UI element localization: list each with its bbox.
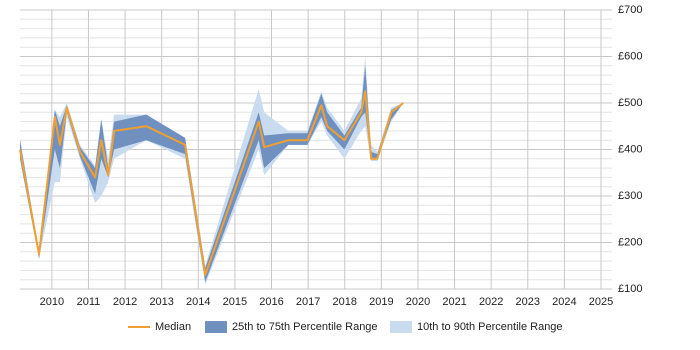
y-tick-label: £100 (618, 283, 642, 295)
percentile-band (20, 65, 404, 283)
x-tick-label: 2023 (516, 296, 540, 308)
y-tick-label: £700 (618, 4, 642, 16)
y-tick-label: £500 (618, 97, 642, 109)
x-tick-label: 2021 (442, 296, 466, 308)
x-tick-label: 2010 (40, 296, 64, 308)
x-tick-label: 2016 (259, 296, 283, 308)
x-tick-label: 2011 (77, 296, 101, 308)
x-tick-label: 2020 (406, 296, 430, 308)
x-tick-label: 2024 (552, 296, 576, 308)
legend-label: 25th to 75th Percentile Range (232, 321, 378, 333)
x-tick-label: 2019 (369, 296, 393, 308)
legend-swatch (390, 321, 412, 333)
x-tick-label: 2013 (149, 296, 173, 308)
legend-label: 10th to 90th Percentile Range (417, 321, 563, 333)
legend-label: Median (155, 321, 191, 333)
legend-swatch (205, 321, 227, 333)
y-tick-label: £400 (618, 143, 642, 155)
y-tick-label: £200 (618, 236, 642, 248)
y-tick-label: £300 (618, 190, 642, 202)
x-tick-label: 2018 (332, 296, 356, 308)
x-tick-label: 2015 (223, 296, 247, 308)
x-tick-label: 2012 (113, 296, 137, 308)
x-tick-label: 2017 (296, 296, 320, 308)
x-tick-label: 2025 (589, 296, 613, 308)
x-tick-label: 2014 (186, 296, 210, 308)
x-tick-label: 2022 (479, 296, 503, 308)
median-line (19, 90, 404, 277)
y-tick-label: £600 (618, 50, 642, 62)
